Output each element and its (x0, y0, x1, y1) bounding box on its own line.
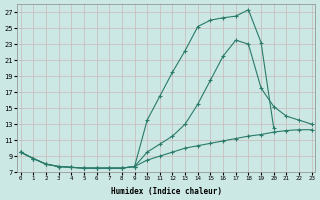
X-axis label: Humidex (Indice chaleur): Humidex (Indice chaleur) (111, 187, 222, 196)
